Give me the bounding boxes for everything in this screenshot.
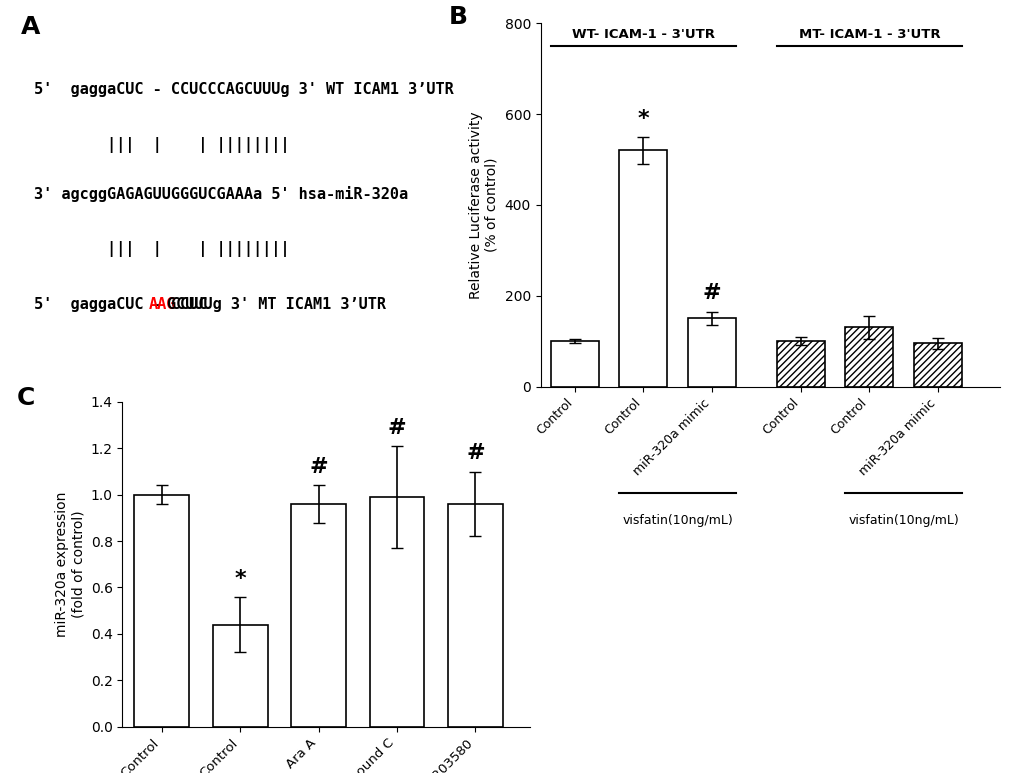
Text: 5'  gaggaCUC - CCUC: 5' gaggaCUC - CCUC xyxy=(34,298,207,312)
Y-axis label: Relative Luciferase activity
(% of control): Relative Luciferase activity (% of contr… xyxy=(469,111,498,298)
Bar xyxy=(212,625,267,727)
Bar xyxy=(290,504,345,727)
Text: #: # xyxy=(702,284,720,303)
Text: 3' agcggGAGAGUUGGGUCGAAAa 5' hsa-miR-320a: 3' agcggGAGAGUUGGGUCGAAAa 5' hsa-miR-320… xyxy=(34,186,408,202)
Text: B: B xyxy=(448,5,468,29)
Text: visfatin(10ng/mL): visfatin(10ng/mL) xyxy=(622,513,733,526)
Text: *: * xyxy=(637,108,648,128)
Y-axis label: miR-320a expression
(fold of control): miR-320a expression (fold of control) xyxy=(55,492,85,637)
Bar xyxy=(135,495,189,727)
Bar xyxy=(369,497,424,727)
Bar xyxy=(619,150,666,386)
Text: C: C xyxy=(16,386,35,410)
Bar xyxy=(687,318,735,386)
Text: A: A xyxy=(20,15,40,39)
Text: |||  |    | ||||||||: ||| | | |||||||| xyxy=(34,241,289,257)
Text: GCUUUg 3' MT ICAM1 3’UTR: GCUUUg 3' MT ICAM1 3’UTR xyxy=(167,298,386,312)
Text: WT- ICAM-1 - 3'UTR: WT- ICAM-1 - 3'UTR xyxy=(572,29,714,42)
Text: |||  |    | ||||||||: ||| | | |||||||| xyxy=(34,138,289,153)
Bar xyxy=(550,341,598,386)
Text: MT- ICAM-1 - 3'UTR: MT- ICAM-1 - 3'UTR xyxy=(798,29,940,42)
Text: *: * xyxy=(234,569,246,589)
Bar xyxy=(447,504,502,727)
Bar xyxy=(845,328,893,386)
Text: 5'  gaggaCUC - CCUCCCAGCUUUg 3' WT ICAM1 3’UTR: 5' gaggaCUC - CCUCCCAGCUUUg 3' WT ICAM1 … xyxy=(34,82,453,97)
Text: visfatin(10ng/mL): visfatin(10ng/mL) xyxy=(848,513,958,526)
Bar xyxy=(776,341,824,386)
Text: #: # xyxy=(466,444,484,464)
Text: #: # xyxy=(387,418,406,438)
Text: #: # xyxy=(309,458,327,478)
Text: AAG: AAG xyxy=(149,298,176,312)
Bar xyxy=(913,343,961,386)
